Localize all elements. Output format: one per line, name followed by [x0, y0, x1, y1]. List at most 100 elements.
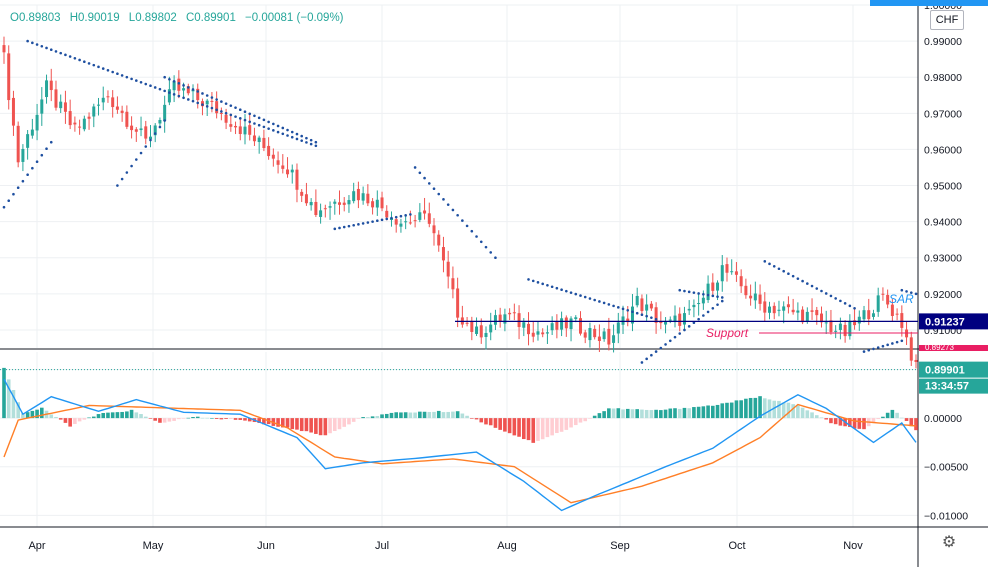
sar-dot: [763, 260, 767, 263]
candle-body: [257, 137, 261, 143]
histogram-bar: [555, 418, 559, 434]
histogram-bar: [389, 412, 394, 419]
sar-dot: [248, 112, 252, 116]
candle-body: [777, 309, 781, 311]
candle-body: [158, 119, 162, 124]
histogram-bar: [559, 418, 564, 432]
sar-dot: [281, 126, 285, 130]
candle-body: [914, 359, 918, 362]
candle-body: [7, 53, 11, 101]
candle-body: [555, 321, 559, 330]
sar-dot: [371, 220, 374, 223]
sar-dot: [527, 278, 530, 281]
sar-dot: [45, 147, 48, 150]
sar-dot: [224, 111, 228, 115]
sar-dot: [390, 216, 393, 220]
histogram-bar: [139, 414, 143, 419]
candle-body: [63, 102, 67, 112]
histogram-bar: [692, 407, 696, 419]
sar-dot: [560, 288, 563, 291]
candle-body: [791, 309, 795, 313]
candle-body: [148, 136, 152, 140]
gear-icon[interactable]: ⚙: [941, 534, 957, 551]
histogram-bar: [200, 417, 205, 419]
resistance-price-tag: [919, 313, 988, 330]
sar-dot: [267, 127, 270, 130]
candle-body: [125, 111, 129, 127]
histogram-bar: [857, 418, 862, 429]
candle-body: [668, 319, 672, 321]
candle-body: [720, 265, 724, 282]
candle-body: [659, 321, 663, 324]
sar-dot: [815, 287, 819, 290]
sar-dot: [229, 104, 233, 107]
sar-dot: [645, 357, 648, 361]
histogram-bar: [394, 412, 399, 419]
sar-dot: [437, 192, 441, 196]
sar-dot: [163, 119, 166, 122]
sar-dot: [848, 304, 852, 308]
candle-body: [465, 322, 469, 324]
histogram-bar: [663, 409, 668, 419]
histogram-bar: [143, 416, 148, 419]
candle-body: [527, 323, 531, 335]
candle-body: [649, 303, 653, 309]
sar-dot: [68, 55, 72, 58]
histogram-bar: [521, 418, 526, 440]
candle-body: [252, 135, 256, 142]
candle-body: [692, 304, 696, 308]
sar-dot: [409, 213, 412, 216]
histogram-bar: [54, 416, 58, 419]
histogram-bar: [337, 418, 342, 430]
sar-dot: [876, 346, 880, 349]
candle-body: [271, 154, 275, 159]
histogram-bar: [588, 418, 592, 419]
histogram-bar: [295, 418, 299, 430]
candle-body: [73, 122, 77, 125]
candle-body: [120, 110, 124, 113]
histogram-bar: [484, 418, 488, 425]
histogram-bar: [432, 411, 436, 419]
sar-dot: [357, 223, 360, 226]
histogram-bar: [540, 418, 545, 440]
histogram-bar: [16, 402, 20, 419]
sar-dot: [914, 292, 918, 296]
currency-badge[interactable]: CHF: [930, 10, 964, 30]
histogram-bar: [824, 418, 829, 420]
candle-body: [30, 129, 34, 136]
sar-dot: [711, 306, 715, 310]
sar-dot: [531, 279, 535, 283]
candle-body: [498, 314, 502, 322]
histogram-bar: [214, 418, 219, 419]
candle-body: [333, 201, 337, 204]
histogram-bar: [233, 418, 238, 420]
countdown-label: 13:34:57: [925, 381, 969, 393]
candle-body: [366, 193, 370, 204]
candle-body: [503, 314, 507, 324]
price-tick-label: 0.97000: [924, 108, 962, 120]
candle-body: [734, 271, 738, 275]
support-label: Support: [706, 326, 749, 340]
histogram-bar: [630, 409, 635, 419]
histogram-bar: [309, 418, 313, 433]
histogram-bar: [290, 418, 295, 430]
sar-dot: [224, 102, 228, 105]
candle-body: [196, 88, 200, 101]
sar-dot: [262, 118, 266, 122]
histogram-bar: [238, 418, 243, 420]
candle-body: [621, 316, 625, 325]
candle-body: [78, 126, 82, 128]
histogram-bar: [805, 410, 810, 419]
sar-dot: [130, 164, 133, 168]
macd-line: [3, 378, 917, 512]
candle-body: [593, 328, 597, 338]
candle-body: [130, 125, 134, 131]
sar-dot: [853, 306, 856, 310]
candle-body: [635, 295, 639, 306]
candle-body: [470, 321, 474, 332]
sar-dot: [338, 226, 341, 230]
histogram-bar: [370, 416, 375, 419]
candle-body: [730, 271, 734, 273]
